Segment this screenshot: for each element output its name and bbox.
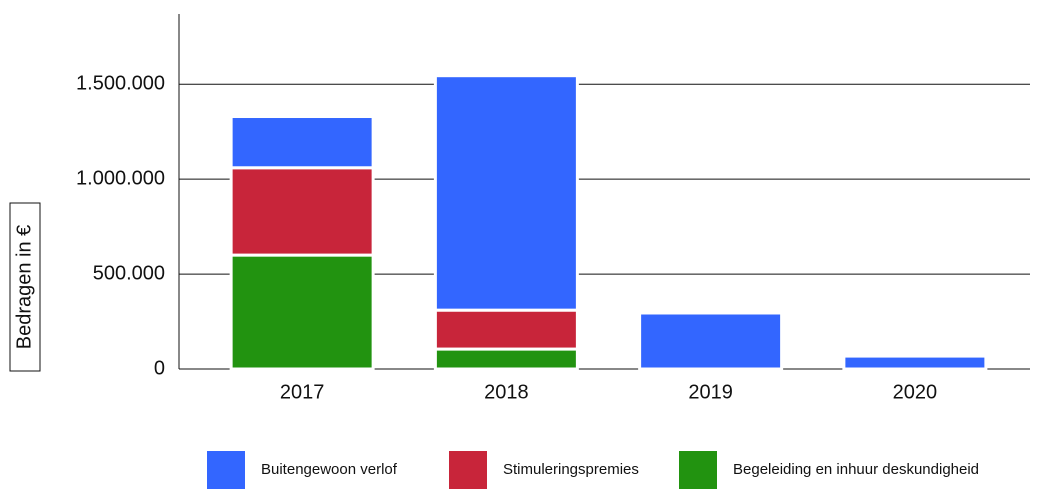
x-tick-label: 2020 bbox=[893, 381, 938, 403]
x-tick-label: 2019 bbox=[688, 381, 733, 403]
bar-segment bbox=[433, 308, 579, 351]
y-axis-label: Bedragen in € bbox=[13, 225, 35, 350]
y-tick-label: 1.500.000 bbox=[76, 73, 165, 95]
bar-segment bbox=[229, 253, 375, 371]
bar-segment bbox=[433, 74, 579, 312]
x-tick-label: 2017 bbox=[280, 381, 325, 403]
legend-swatch bbox=[207, 451, 245, 489]
bar-segment bbox=[638, 311, 784, 371]
y-label-box bbox=[9, 202, 41, 372]
y-tick-label: 500.000 bbox=[93, 262, 165, 284]
bar-segment bbox=[842, 354, 988, 371]
legend-label: Buitengewoon verlof bbox=[261, 461, 398, 478]
legend-swatch bbox=[449, 451, 487, 489]
x-tick-label: 2018 bbox=[484, 381, 529, 403]
y-tick-label: 1.000.000 bbox=[76, 167, 165, 189]
bar-segment bbox=[433, 347, 579, 371]
bar-segment bbox=[229, 115, 375, 170]
y-tick-label: 0 bbox=[154, 357, 165, 379]
legend-swatch bbox=[679, 451, 717, 489]
bar-segment bbox=[229, 166, 375, 257]
legend-label: Stimuleringspremies bbox=[503, 461, 639, 478]
legend-label: Begeleiding en inhuur deskundigheid bbox=[733, 461, 979, 478]
